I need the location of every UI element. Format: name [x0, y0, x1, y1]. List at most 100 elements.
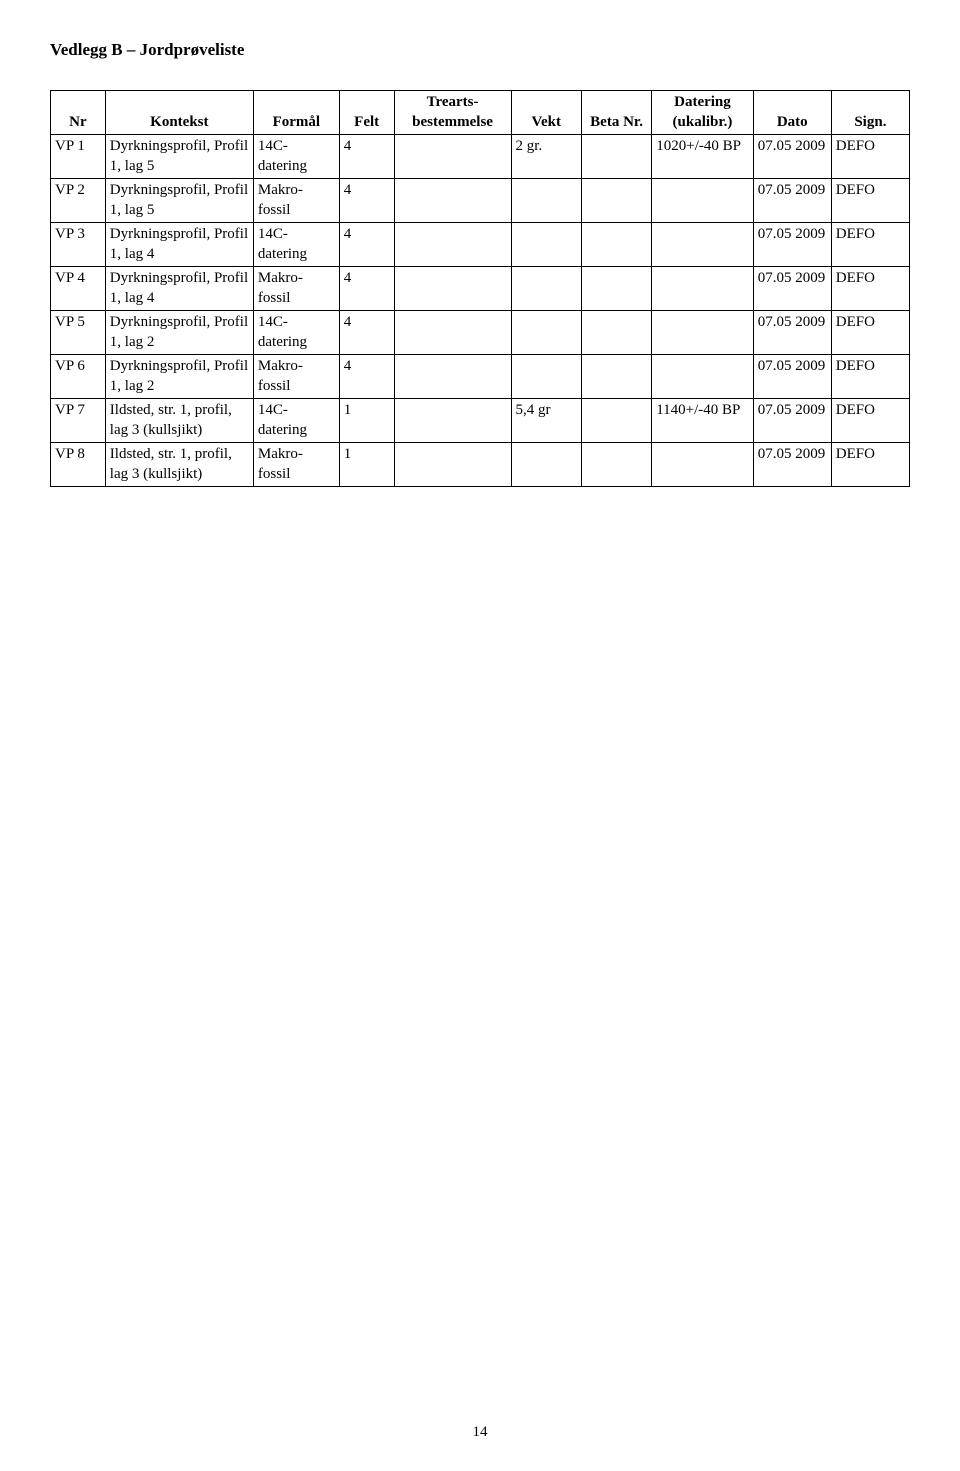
cell-kontekst: Dyrkningsprofil, Profil 1, lag 5	[105, 135, 253, 179]
col-sign: Sign.	[831, 91, 909, 135]
cell-vekt	[511, 355, 581, 399]
table-row: VP 3Dyrkningsprofil, Profil 1, lag 414C-…	[51, 223, 910, 267]
table-row: VP 5Dyrkningsprofil, Profil 1, lag 214C-…	[51, 311, 910, 355]
cell-beta	[581, 179, 651, 223]
col-trearts: Trearts- bestemmelse	[394, 91, 511, 135]
cell-nr: VP 6	[51, 355, 106, 399]
cell-dato: 07.05 2009	[753, 267, 831, 311]
cell-sign: DEFO	[831, 311, 909, 355]
col-felt: Felt	[339, 91, 394, 135]
soil-sample-table: Nr Kontekst Formål Felt Trearts- bestemm…	[50, 90, 910, 487]
cell-vekt	[511, 443, 581, 487]
table-row: VP 6Dyrkningsprofil, Profil 1, lag 2Makr…	[51, 355, 910, 399]
col-nr: Nr	[51, 91, 106, 135]
cell-dato: 07.05 2009	[753, 311, 831, 355]
cell-dato: 07.05 2009	[753, 179, 831, 223]
cell-trearts	[394, 311, 511, 355]
cell-felt: 4	[339, 135, 394, 179]
cell-vekt: 2 gr.	[511, 135, 581, 179]
cell-nr: VP 5	[51, 311, 106, 355]
cell-sign: DEFO	[831, 355, 909, 399]
cell-trearts	[394, 223, 511, 267]
cell-felt: 4	[339, 223, 394, 267]
cell-trearts	[394, 399, 511, 443]
cell-vekt	[511, 223, 581, 267]
table-row: VP 2Dyrkningsprofil, Profil 1, lag 5Makr…	[51, 179, 910, 223]
cell-vekt	[511, 267, 581, 311]
cell-datering	[652, 355, 753, 399]
table-body: VP 1Dyrkningsprofil, Profil 1, lag 514C-…	[51, 135, 910, 487]
cell-felt: 1	[339, 399, 394, 443]
cell-beta	[581, 135, 651, 179]
cell-datering	[652, 443, 753, 487]
cell-formal: 14C-datering	[253, 311, 339, 355]
cell-trearts	[394, 135, 511, 179]
table-row: VP 4Dyrkningsprofil, Profil 1, lag 4Makr…	[51, 267, 910, 311]
cell-kontekst: Ildsted, str. 1, profil, lag 3 (kullsjik…	[105, 399, 253, 443]
cell-formal: Makro-fossil	[253, 267, 339, 311]
cell-beta	[581, 443, 651, 487]
cell-kontekst: Dyrkningsprofil, Profil 1, lag 2	[105, 355, 253, 399]
cell-formal: 14C-datering	[253, 223, 339, 267]
cell-trearts	[394, 443, 511, 487]
cell-beta	[581, 267, 651, 311]
col-formal: Formål	[253, 91, 339, 135]
cell-felt: 4	[339, 311, 394, 355]
cell-formal: 14C-datering	[253, 135, 339, 179]
cell-kontekst: Dyrkningsprofil, Profil 1, lag 4	[105, 223, 253, 267]
table-row: VP 8Ildsted, str. 1, profil, lag 3 (kull…	[51, 443, 910, 487]
cell-datering	[652, 267, 753, 311]
cell-sign: DEFO	[831, 179, 909, 223]
cell-sign: DEFO	[831, 399, 909, 443]
cell-kontekst: Dyrkningsprofil, Profil 1, lag 4	[105, 267, 253, 311]
cell-formal: Makro-fossil	[253, 355, 339, 399]
cell-sign: DEFO	[831, 443, 909, 487]
cell-nr: VP 1	[51, 135, 106, 179]
cell-vekt: 5,4 gr	[511, 399, 581, 443]
cell-datering	[652, 311, 753, 355]
cell-beta	[581, 399, 651, 443]
table-header-row: Nr Kontekst Formål Felt Trearts- bestemm…	[51, 91, 910, 135]
col-dato: Dato	[753, 91, 831, 135]
cell-trearts	[394, 179, 511, 223]
table-row: VP 7Ildsted, str. 1, profil, lag 3 (kull…	[51, 399, 910, 443]
col-beta: Beta Nr.	[581, 91, 651, 135]
cell-nr: VP 7	[51, 399, 106, 443]
cell-datering: 1020+/-40 BP	[652, 135, 753, 179]
cell-nr: VP 3	[51, 223, 106, 267]
cell-formal: Makro-fossil	[253, 443, 339, 487]
cell-felt: 4	[339, 355, 394, 399]
cell-felt: 4	[339, 179, 394, 223]
cell-beta	[581, 223, 651, 267]
col-kontekst: Kontekst	[105, 91, 253, 135]
cell-dato: 07.05 2009	[753, 399, 831, 443]
cell-formal: Makro-fossil	[253, 179, 339, 223]
cell-dato: 07.05 2009	[753, 355, 831, 399]
table-row: VP 1Dyrkningsprofil, Profil 1, lag 514C-…	[51, 135, 910, 179]
cell-datering: 1140+/-40 BP	[652, 399, 753, 443]
cell-kontekst: Ildsted, str. 1, profil, lag 3 (kullsjik…	[105, 443, 253, 487]
cell-dato: 07.05 2009	[753, 443, 831, 487]
cell-datering	[652, 223, 753, 267]
cell-vekt	[511, 311, 581, 355]
col-vekt: Vekt	[511, 91, 581, 135]
cell-nr: VP 8	[51, 443, 106, 487]
cell-sign: DEFO	[831, 267, 909, 311]
cell-trearts	[394, 355, 511, 399]
cell-dato: 07.05 2009	[753, 135, 831, 179]
cell-beta	[581, 355, 651, 399]
cell-formal: 14C-datering	[253, 399, 339, 443]
cell-sign: DEFO	[831, 223, 909, 267]
cell-nr: VP 4	[51, 267, 106, 311]
cell-felt: 4	[339, 267, 394, 311]
col-datering: Datering (ukalibr.)	[652, 91, 753, 135]
cell-kontekst: Dyrkningsprofil, Profil 1, lag 5	[105, 179, 253, 223]
cell-vekt	[511, 179, 581, 223]
cell-dato: 07.05 2009	[753, 223, 831, 267]
cell-datering	[652, 179, 753, 223]
cell-sign: DEFO	[831, 135, 909, 179]
page-title: Vedlegg B – Jordprøveliste	[50, 40, 910, 60]
cell-beta	[581, 311, 651, 355]
page-number: 14	[0, 1424, 960, 1441]
cell-trearts	[394, 267, 511, 311]
